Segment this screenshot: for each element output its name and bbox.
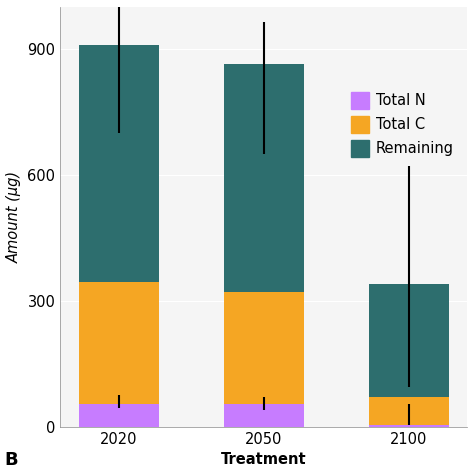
Y-axis label: Amount (μg): Amount (μg) (7, 171, 22, 263)
Bar (224, 64, 303, 292)
Bar (224, 403, 303, 427)
Bar (369, 425, 448, 427)
Bar (369, 284, 448, 397)
Bar (224, 292, 303, 403)
Text: B: B (5, 451, 18, 469)
Bar (79, 45, 159, 282)
Bar (79, 403, 159, 427)
Bar (369, 397, 448, 425)
X-axis label: Treatment: Treatment (221, 452, 307, 467)
Bar (79, 282, 159, 403)
Legend: Total N, Total C, Remaining: Total N, Total C, Remaining (345, 86, 460, 163)
